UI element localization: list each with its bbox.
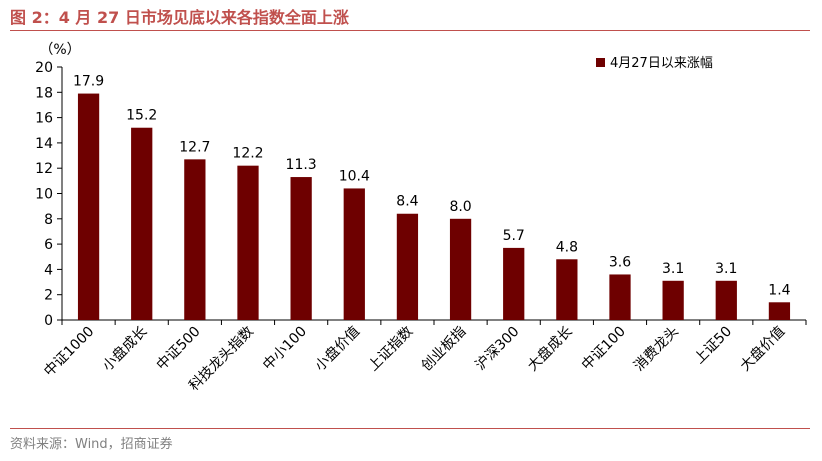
bar xyxy=(77,93,100,320)
x-tick-label: 小盘成长 xyxy=(99,323,151,375)
bar xyxy=(396,213,419,320)
y-tick-label: 10 xyxy=(35,187,53,203)
bar xyxy=(184,159,206,320)
bar xyxy=(609,274,631,320)
bar xyxy=(131,127,153,320)
y-tick-label: 8 xyxy=(44,212,53,228)
x-tick-label: 沪深300 xyxy=(473,324,523,374)
bar xyxy=(768,302,791,320)
bar-value-label: 1.4 xyxy=(768,282,790,298)
x-tick-label: 大盘价值 xyxy=(737,323,789,375)
y-tick-label: 20 xyxy=(35,60,53,76)
y-tick-label: 12 xyxy=(35,161,53,177)
bar xyxy=(449,218,472,320)
bar xyxy=(715,280,737,320)
bar-value-label: 12.2 xyxy=(232,146,263,162)
y-tick-label: 0 xyxy=(44,313,53,329)
bar-value-label: 3.1 xyxy=(662,261,684,277)
bar xyxy=(556,259,578,320)
bar-value-label: 4.8 xyxy=(556,239,578,255)
x-tick-label: 中证500 xyxy=(154,324,204,374)
y-tick-label: 2 xyxy=(44,288,53,304)
x-tick-label: 大盘成长 xyxy=(524,323,576,375)
x-tick-label: 消费龙头 xyxy=(631,324,682,375)
x-tick-label: 上证指数 xyxy=(365,324,416,375)
y-tick-label: 18 xyxy=(35,85,53,101)
bar-value-label: 8.0 xyxy=(449,199,471,215)
legend-label: 4月27日以来涨幅 xyxy=(610,56,713,71)
y-tick-label: 4 xyxy=(44,262,53,278)
y-tick-label: 16 xyxy=(35,111,53,127)
x-tick-label: 小盘价值 xyxy=(311,323,363,375)
x-tick-label: 中小100 xyxy=(260,324,310,374)
bar xyxy=(343,188,365,320)
bar-series xyxy=(77,93,791,320)
bar-value-label: 15.2 xyxy=(126,108,157,124)
bar-value-label: 8.4 xyxy=(396,194,418,210)
legend-swatch xyxy=(596,58,605,67)
data-labels: 17.9 15.2 12.7 12.2 11.3 10.4 8.4 8.0 5.7 4.8 3.6 3… xyxy=(73,74,791,299)
y-axis: 0 2 4 6 8 10 12 14 16 18 20 xyxy=(35,60,63,329)
bar-value-label: 11.3 xyxy=(286,157,317,173)
bar-value-label: 12.7 xyxy=(179,139,210,155)
bar-value-label: 3.1 xyxy=(715,261,737,277)
x-axis xyxy=(61,319,807,325)
bar xyxy=(237,165,259,320)
y-tick-label: 6 xyxy=(44,237,53,253)
x-tick-label: 上证50 xyxy=(691,324,735,368)
source-note: 资料来源：Wind，招商证券 xyxy=(10,437,173,452)
x-tick-label: 中证100 xyxy=(579,324,629,374)
bar-value-label: 3.6 xyxy=(609,254,631,270)
figure-title: 图 2：4 月 27 日市场见底以来各指数全面上涨 xyxy=(10,8,349,27)
y-axis-unit-label: （%） xyxy=(39,42,80,58)
bar-value-label: 10.4 xyxy=(339,168,370,184)
x-tick-label: 创业板指 xyxy=(418,324,469,375)
title-divider xyxy=(10,30,810,31)
y-tick-label: 14 xyxy=(35,136,53,152)
bar-value-label: 17.9 xyxy=(73,74,104,90)
bar xyxy=(290,177,312,320)
x-tick-label: 中证1000 xyxy=(41,324,97,380)
bar xyxy=(662,280,684,320)
bar-value-label: 5.7 xyxy=(503,228,525,244)
source-divider xyxy=(10,428,810,429)
bar xyxy=(503,247,525,320)
legend: 4月27日以来涨幅 xyxy=(596,56,713,71)
